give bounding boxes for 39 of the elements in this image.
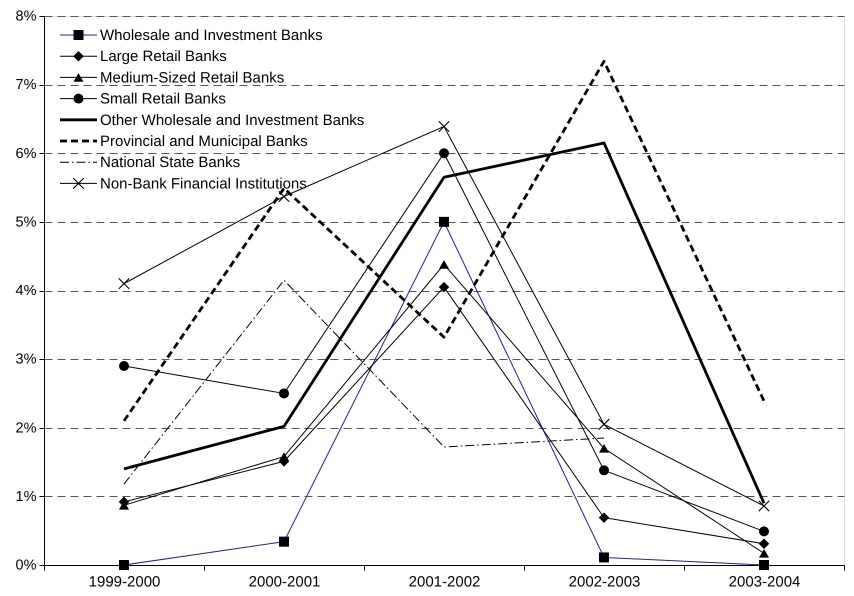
y-tick-label: 6%	[16, 146, 37, 162]
point	[598, 418, 610, 430]
point	[438, 120, 450, 132]
y-tick-label: 8%	[16, 8, 37, 24]
x-tick-label: 2003-2004	[728, 574, 800, 590]
legend-label: Other Wholesale and Investment Banks	[100, 112, 364, 129]
point	[759, 526, 769, 536]
point	[439, 260, 449, 269]
point	[758, 538, 770, 549]
point	[118, 278, 130, 290]
legend-label: Wholesale and Investment Banks	[100, 27, 323, 44]
point	[119, 360, 129, 371]
y-tick-label: 5%	[16, 214, 37, 230]
point	[439, 148, 449, 158]
y-tick-label: 0%	[16, 558, 37, 574]
x-tick-label: 2001-2002	[408, 574, 480, 590]
point	[599, 444, 609, 453]
legend-label: Medium-Sized Retail Banks	[100, 69, 284, 86]
point	[758, 500, 770, 512]
point	[599, 465, 609, 476]
x-tick-label: 2000-2001	[248, 574, 320, 590]
x-tick-label: 2002-2003	[568, 574, 640, 590]
legend-label: Small Retail Banks	[100, 90, 226, 108]
y-tick-label: 3%	[16, 352, 37, 368]
legend-label: Large Retail Banks	[100, 48, 227, 66]
point	[759, 549, 769, 558]
point	[279, 388, 289, 398]
legend-label: Provincial and Municipal Banks	[100, 133, 308, 150]
legend-label: National State Banks	[100, 154, 240, 172]
y-tick-label: 2%	[16, 420, 37, 436]
point	[438, 282, 450, 292]
y-tick-label: 4%	[16, 283, 37, 299]
point	[279, 452, 289, 461]
point	[598, 512, 610, 523]
point	[278, 190, 290, 202]
legend-label: Non-Bank Financial Institutions	[100, 175, 307, 192]
y-tick-label: 7%	[16, 77, 37, 94]
y-tick-label: 1%	[16, 488, 37, 505]
x-tick-label: 1999-2000	[88, 574, 160, 590]
